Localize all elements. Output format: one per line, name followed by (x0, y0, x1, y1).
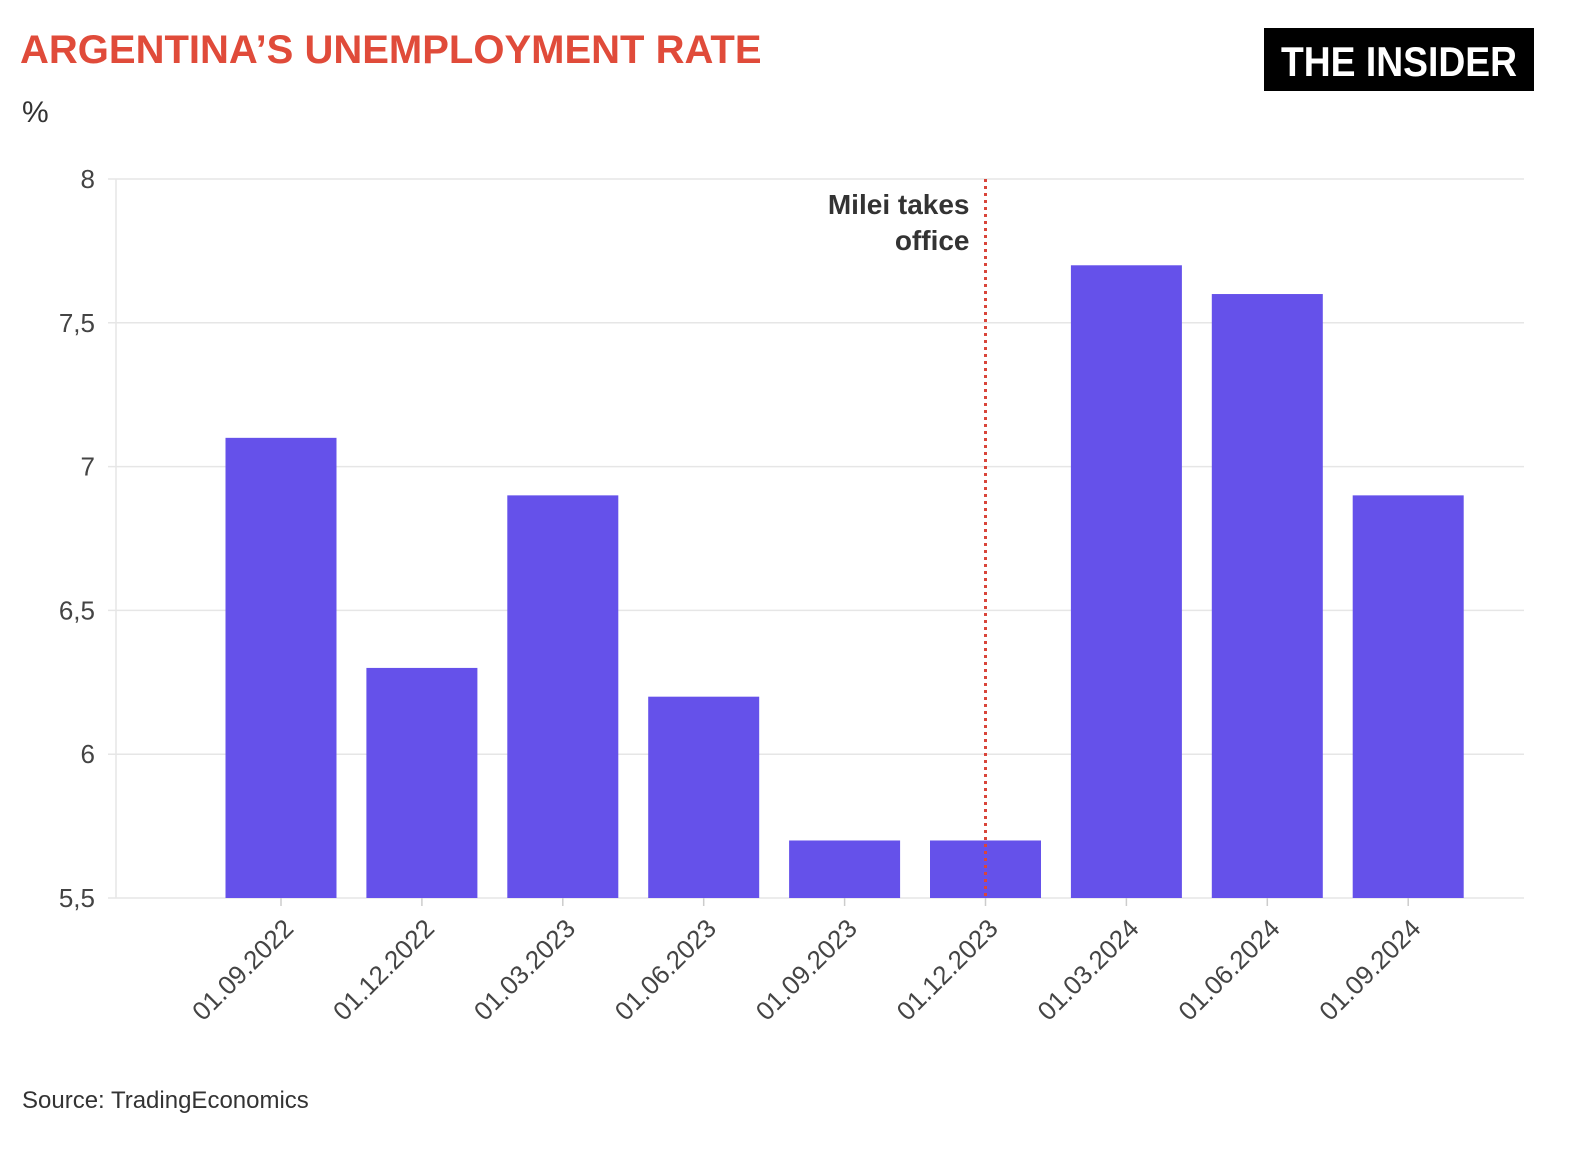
bar-01.12.2022 (366, 667, 478, 898)
y-tick-label: 7,5 (59, 308, 95, 338)
x-tick-label: 01.06.2023 (609, 913, 722, 1026)
chart-title: ARGENTINA’S UNEMPLOYMENT RATE (20, 28, 762, 72)
x-tick-label: 01.09.2023 (750, 913, 863, 1026)
source-note: Source: TradingEconomics (22, 1087, 309, 1114)
x-tick-label: 01.12.2022 (327, 913, 440, 1026)
logo-text: THE INSIDER (1281, 38, 1517, 85)
bar-01.03.2023 (507, 495, 619, 898)
y-axis-ticks: 5,5 6 6,5 7 7,5 8 (59, 164, 95, 913)
bar-01.12.2023 (930, 840, 1041, 898)
x-tick-label: 01.06.2024 (1172, 913, 1285, 1026)
x-tick-label: 01.12.2023 (891, 913, 1004, 1026)
y-tick-label: 6,5 (59, 595, 95, 625)
y-tick-label: 8 (81, 164, 95, 194)
bar-01.06.2024 (1211, 294, 1323, 898)
bar-01.03.2024 (1070, 265, 1182, 898)
x-tick-label: 01.09.2022 (186, 913, 299, 1026)
bar-01.09.2024 (1352, 495, 1464, 898)
x-axis-ticks: 01.09.2022 01.12.2022 01.03.2023 01.06.2023… (186, 898, 1426, 1026)
logo: THE INSIDER (1264, 28, 1534, 91)
annotation-text-line-1: Milei takes (828, 189, 970, 220)
annotation-text-line-2: office (895, 225, 970, 256)
x-tick-label: 01.09.2024 (1313, 913, 1426, 1026)
bars (225, 265, 1464, 898)
y-tick-label: 5,5 (59, 883, 95, 913)
bar-01.06.2023 (648, 696, 760, 898)
bar-01.09.2023 (789, 840, 901, 898)
bar-01.09.2022 (225, 437, 337, 898)
x-tick-label: 01.03.2024 (1031, 913, 1144, 1026)
y-tick-label: 6 (81, 739, 95, 769)
logo-background (1264, 28, 1534, 91)
y-tick-label: 7 (81, 452, 95, 482)
annotation: Milei takes office (828, 179, 987, 898)
x-tick-label: 01.03.2023 (468, 913, 581, 1026)
unit-label: % (22, 96, 49, 129)
